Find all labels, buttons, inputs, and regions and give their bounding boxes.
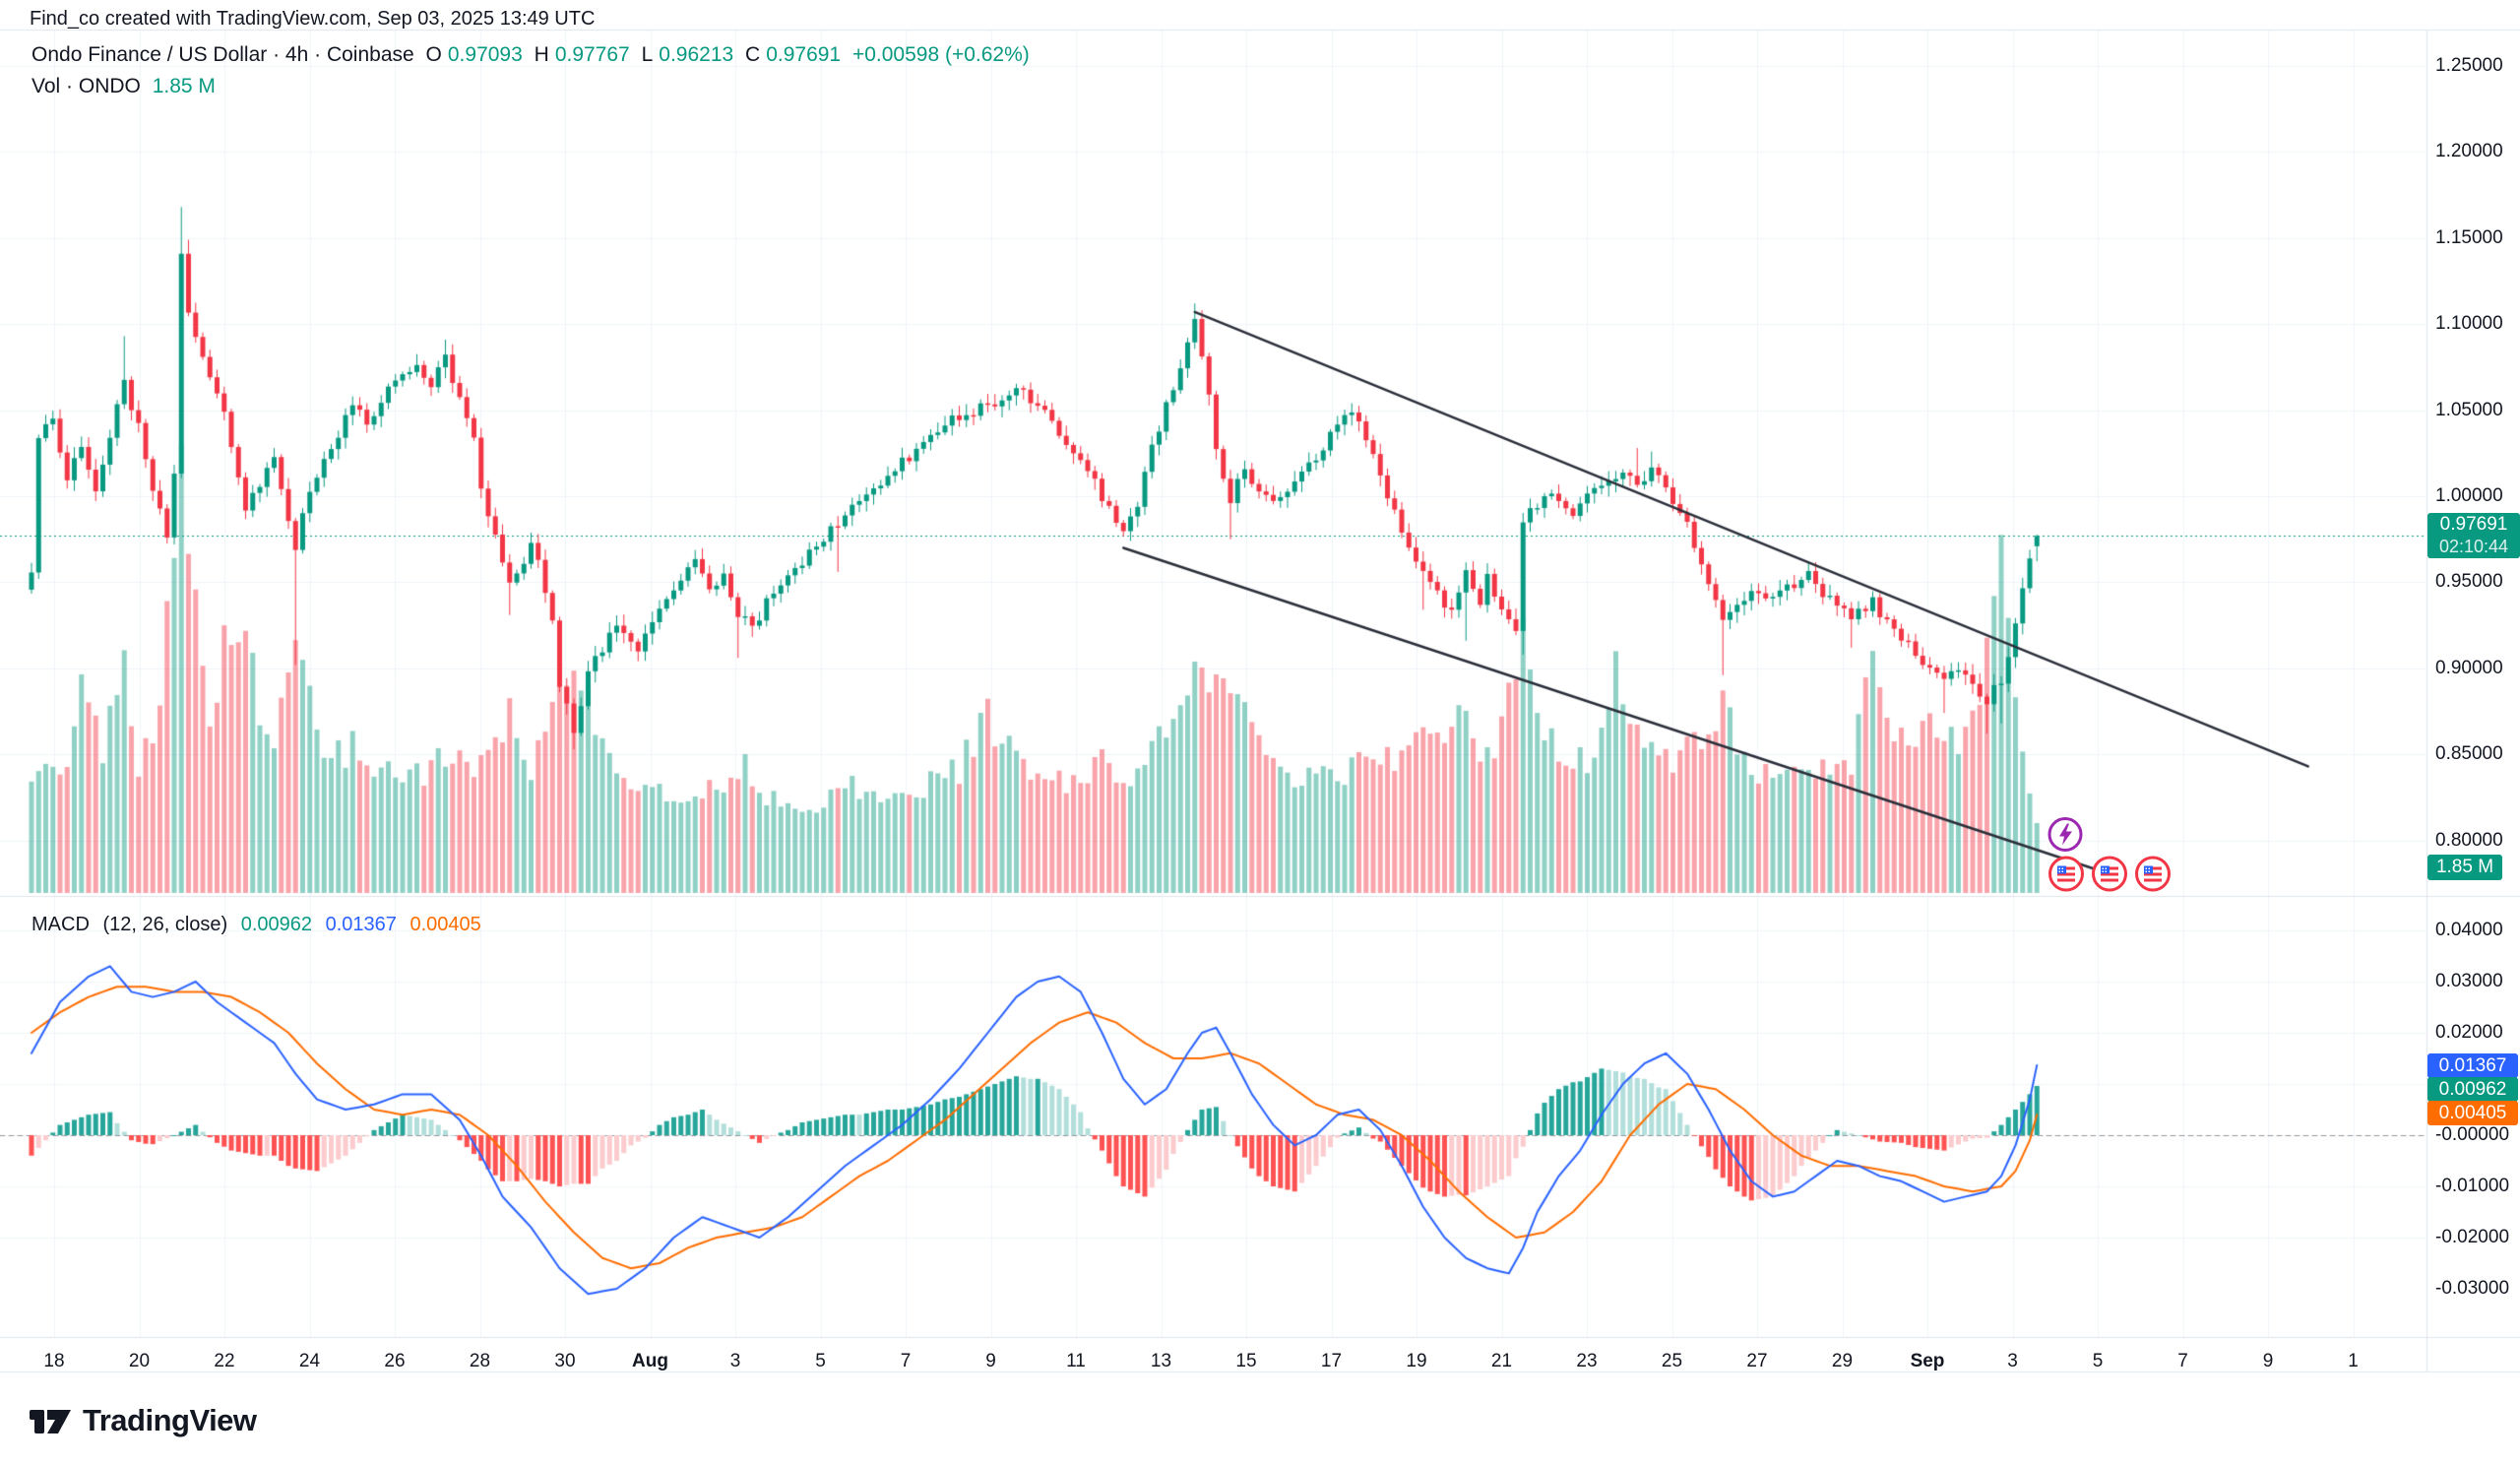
volume-value: 1.85 M xyxy=(152,75,216,97)
time-axis-label: 3 xyxy=(2007,1351,2018,1371)
current-price-badge: 0.97691 02:10:44 xyxy=(2427,513,2520,558)
macd-hist-badge: 0.00962 xyxy=(2427,1077,2518,1102)
high-value: 0.97767 xyxy=(554,43,630,66)
time-axis-label: 18 xyxy=(43,1351,65,1371)
us-flag-event-icon[interactable] xyxy=(2048,856,2085,898)
macd-value-badge: 0.01367 xyxy=(2427,1053,2518,1078)
time-axis-label: Aug xyxy=(632,1351,668,1371)
price-axis-label: 0.80000 xyxy=(2435,829,2503,851)
macd-legend: MACD (12, 26, close) 0.00962 0.01367 0.0… xyxy=(32,914,489,936)
open-label: O xyxy=(425,43,442,66)
symbol-header: Ondo Finance / US Dollar · 4h · Coinbase… xyxy=(32,43,1036,67)
time-axis-label: 13 xyxy=(1150,1351,1172,1371)
macd-axis-label: 0.02000 xyxy=(2435,1022,2503,1043)
macd-axis-label: -0.01000 xyxy=(2435,1176,2510,1196)
time-axis-label: 5 xyxy=(2092,1351,2104,1371)
macd-axis-label: -0.02000 xyxy=(2435,1227,2510,1247)
time-axis-label: 24 xyxy=(298,1351,321,1371)
price-axis-label: 1.25000 xyxy=(2435,55,2503,76)
volume-badge: 1.85 M xyxy=(2427,855,2502,880)
low-value: 0.96213 xyxy=(659,43,734,66)
open-value: 0.97093 xyxy=(447,43,523,66)
price-axis-label: 0.85000 xyxy=(2435,743,2503,765)
price-axis-label: 0.95000 xyxy=(2435,571,2503,593)
time-axis-label: 21 xyxy=(1490,1351,1513,1371)
macd-axis-label: -0.00000 xyxy=(2435,1124,2510,1145)
time-axis-label: 28 xyxy=(469,1351,491,1371)
macd-axis-label: 0.04000 xyxy=(2435,920,2503,940)
volume-header: Vol · ONDO 1.85 M xyxy=(32,75,221,98)
close-value: 0.97691 xyxy=(766,43,842,66)
price-axis-label: 1.15000 xyxy=(2435,226,2503,248)
us-flag-event-icon[interactable] xyxy=(2091,856,2128,898)
time-axis-label: 7 xyxy=(900,1351,912,1371)
time-axis-label: Sep xyxy=(1910,1351,1945,1371)
time-axis-label: 22 xyxy=(214,1351,235,1371)
tradingview-logo-icon xyxy=(30,1410,71,1433)
tradingview-logo-text: TradingView xyxy=(83,1403,257,1437)
macd-title: MACD xyxy=(32,914,90,935)
time-axis-label: 1 xyxy=(2348,1351,2359,1371)
time-axis-label: 19 xyxy=(1406,1351,1427,1371)
change-value: +0.00598 (+0.62%) xyxy=(851,43,1030,66)
time-axis-label: 29 xyxy=(1831,1351,1854,1371)
time-axis-label: 5 xyxy=(815,1351,826,1371)
macd-signal-badge: 0.00405 xyxy=(2427,1101,2518,1125)
time-axis-label: 23 xyxy=(1576,1351,1598,1371)
price-axis-label: 1.10000 xyxy=(2435,313,2503,335)
time-axis-label: 3 xyxy=(729,1351,741,1371)
time-axis-label: 7 xyxy=(2177,1351,2188,1371)
macd-params: (12, 26, close) xyxy=(102,914,228,935)
price-axis-label: 1.05000 xyxy=(2435,399,2503,420)
macd-line-value: 0.01367 xyxy=(325,914,397,935)
time-axis-label: 26 xyxy=(384,1351,406,1371)
time-axis-label: 9 xyxy=(985,1351,996,1371)
time-axis-label: 15 xyxy=(1235,1351,1257,1371)
time-axis-label: 9 xyxy=(2262,1351,2274,1371)
current-price-value: 0.97691 xyxy=(2439,514,2508,535)
price-axis-label: 0.90000 xyxy=(2435,657,2503,678)
attribution-text: Find_co created with TradingView.com, Se… xyxy=(30,8,596,30)
time-axis-label: 30 xyxy=(554,1351,576,1371)
price-axis-label: 1.00000 xyxy=(2435,485,2503,506)
volume-study-label: Vol · ONDO xyxy=(32,75,141,97)
macd-hist-value: 0.00962 xyxy=(240,914,313,935)
time-axis-label: 27 xyxy=(1746,1351,1768,1371)
macd-axis-label: -0.03000 xyxy=(2435,1278,2510,1299)
low-label: L xyxy=(641,43,654,66)
time-axis-label: 17 xyxy=(1320,1351,1343,1371)
symbol-title: Ondo Finance / US Dollar · 4h · Coinbase xyxy=(32,43,414,66)
time-axis-label: 20 xyxy=(128,1351,151,1371)
high-label: H xyxy=(534,43,549,66)
time-axis-label: 25 xyxy=(1661,1351,1683,1371)
tradingview-logo[interactable]: TradingView xyxy=(28,1398,257,1443)
us-flag-event-icon[interactable] xyxy=(2134,856,2172,898)
time-axis-label: 11 xyxy=(1066,1351,1086,1371)
close-label: C xyxy=(745,43,761,66)
price-axis-label: 1.20000 xyxy=(2435,141,2503,162)
macd-signal-value: 0.00405 xyxy=(410,914,481,935)
candle-countdown: 02:10:44 xyxy=(2438,537,2509,556)
macd-axis-label: 0.03000 xyxy=(2435,971,2503,991)
lightning-event-icon[interactable] xyxy=(2047,816,2084,859)
